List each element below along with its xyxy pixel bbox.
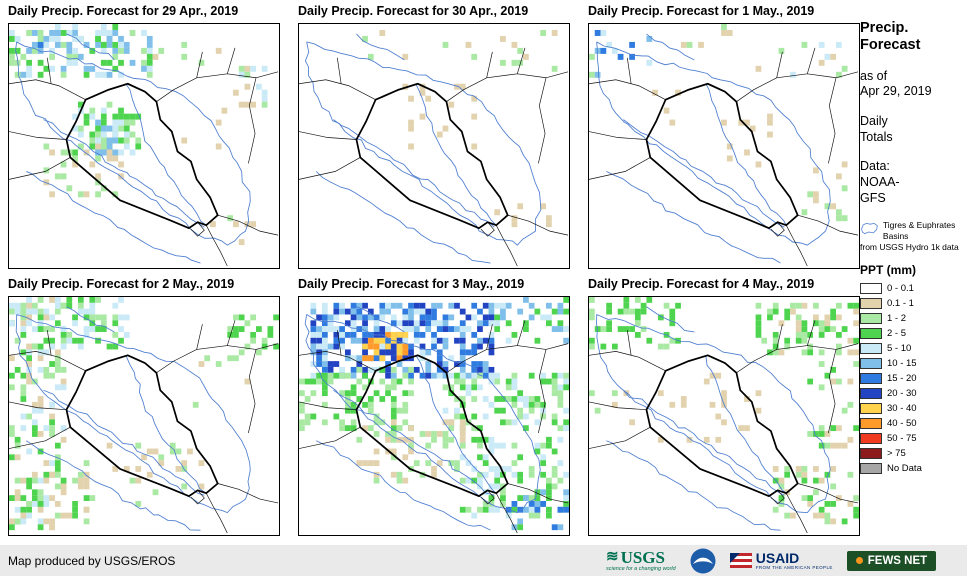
legend-label: 20 - 30 bbox=[887, 387, 917, 399]
legend-swatch bbox=[860, 372, 882, 384]
legend-swatch bbox=[860, 312, 882, 324]
footer-logos: ≋ USGS science for a changing world USAI… bbox=[606, 545, 937, 576]
legend-label: 0 - 0.1 bbox=[887, 282, 914, 294]
legend-label: No Data bbox=[887, 462, 922, 474]
precip-map bbox=[588, 296, 860, 536]
panel-title: Daily Precip. Forecast for 4 May., 2019 bbox=[588, 277, 815, 291]
sidebar-title: Precip. Forecast bbox=[860, 20, 962, 55]
panel-title: Daily Precip. Forecast for 2 May., 2019 bbox=[8, 277, 235, 291]
panel-forecast-6: Daily Precip. Forecast for 4 May., 2019 bbox=[588, 277, 860, 536]
data-source-block: Data: NOAA- GFS bbox=[860, 159, 962, 206]
panel-title: Daily Precip. Forecast for 3 May., 2019 bbox=[298, 277, 525, 291]
precip-map bbox=[8, 23, 280, 269]
asof-block: as of Apr 29, 2019 bbox=[860, 69, 962, 100]
legend-swatch bbox=[860, 387, 882, 399]
legend-row: 1 - 2 bbox=[860, 312, 962, 324]
precip-map bbox=[298, 296, 570, 536]
legend-label: 15 - 20 bbox=[887, 372, 917, 384]
fewsnet-logo-text: FEWS NET bbox=[867, 554, 928, 567]
panel-forecast-4: Daily Precip. Forecast for 2 May., 2019 bbox=[8, 277, 280, 536]
legend-swatch bbox=[860, 297, 882, 309]
legend-swatch bbox=[860, 357, 882, 369]
basin-outline-icon bbox=[861, 223, 878, 235]
data-source-line2: GFS bbox=[860, 190, 886, 205]
legend-sidebar: Precip. Forecast as of Apr 29, 2019 Dail… bbox=[860, 20, 962, 477]
legend-row: 30 - 40 bbox=[860, 402, 962, 414]
legend-swatch bbox=[860, 342, 882, 354]
legend-swatch bbox=[860, 447, 882, 459]
legend-label: 5 - 10 bbox=[887, 342, 912, 354]
usgs-logo: ≋ USGS science for a changing world bbox=[606, 549, 676, 573]
legend-label: 2 - 5 bbox=[887, 327, 907, 339]
panel-title: Daily Precip. Forecast for 29 Apr., 2019 bbox=[8, 4, 239, 18]
precip-map bbox=[588, 23, 860, 269]
basin-note-text-2: from USGS Hydro 1k data bbox=[860, 242, 959, 253]
legend-swatch bbox=[860, 327, 882, 339]
data-source-label: Data: bbox=[860, 159, 890, 174]
legend-row: 15 - 20 bbox=[860, 372, 962, 384]
legend-row: 2 - 5 bbox=[860, 327, 962, 339]
legend-swatch bbox=[860, 432, 882, 444]
asof-date: Apr 29, 2019 bbox=[860, 84, 932, 99]
legend-row: 40 - 50 bbox=[860, 417, 962, 429]
panel-forecast-2: Daily Precip. Forecast for 30 Apr., 2019 bbox=[298, 4, 570, 269]
legend-label: 10 - 15 bbox=[887, 357, 917, 369]
panel-forecast-3: Daily Precip. Forecast for 1 May., 2019 bbox=[588, 4, 860, 269]
totals-line2: Totals bbox=[860, 129, 893, 144]
legend-swatch bbox=[860, 462, 882, 474]
panel-forecast-5: Daily Precip. Forecast for 3 May., 2019 bbox=[298, 277, 570, 536]
legend-swatch bbox=[860, 417, 882, 429]
legend-row: 50 - 75 bbox=[860, 432, 962, 444]
panel-forecast-1: Daily Precip. Forecast for 29 Apr., 2019 bbox=[8, 4, 280, 269]
totals-block: Daily Totals bbox=[860, 114, 962, 145]
usgs-waves-icon: ≋ bbox=[606, 548, 619, 565]
asof-label: as of bbox=[860, 68, 888, 83]
usgs-tagline: science for a changing world bbox=[606, 565, 676, 572]
sidebar-title-line1: Precip. bbox=[860, 20, 909, 36]
usaid-tagline: FROM THE AMERICAN PEOPLE bbox=[755, 564, 833, 570]
usgs-logo-text: USGS bbox=[620, 547, 665, 567]
legend-title: PPT (mm) bbox=[860, 263, 917, 278]
usaid-logo-text: USAID bbox=[755, 549, 800, 566]
legend-label: 50 - 75 bbox=[887, 432, 917, 444]
legend-row: No Data bbox=[860, 462, 962, 474]
legend-row: 0.1 - 1 bbox=[860, 297, 962, 309]
legend-row: 0 - 0.1 bbox=[860, 282, 962, 294]
fewsnet-globe-icon bbox=[855, 557, 863, 564]
legend-label: 0.1 - 1 bbox=[887, 297, 914, 309]
legend-label: 40 - 50 bbox=[887, 417, 917, 429]
fewsnet-logo: FEWS NET bbox=[846, 550, 937, 571]
legend-label: 30 - 40 bbox=[887, 402, 917, 414]
legend-swatch bbox=[860, 402, 882, 414]
panel-title: Daily Precip. Forecast for 30 Apr., 2019 bbox=[298, 4, 529, 18]
map-credit-text: Map produced by USGS/EROS bbox=[8, 553, 176, 568]
totals-line1: Daily bbox=[860, 114, 888, 129]
basin-note: Tigres & Euphrates Basins bbox=[860, 220, 962, 241]
legend-row: 5 - 10 bbox=[860, 342, 962, 354]
sidebar-title-line2: Forecast bbox=[860, 37, 921, 54]
panel-title: Daily Precip. Forecast for 1 May., 2019 bbox=[588, 4, 815, 18]
precip-map bbox=[8, 296, 280, 536]
data-source-line1: NOAA- bbox=[860, 174, 900, 189]
legend-label: > 75 bbox=[887, 447, 906, 459]
legend-row: 20 - 30 bbox=[860, 387, 962, 399]
legend: 0 - 0.1 0.1 - 1 1 - 2 2 - 5 5 - 10 10 - 15 15 … bbox=[860, 282, 962, 474]
legend-row: > 75 bbox=[860, 447, 962, 459]
footer-bar: Map produced by USGS/EROS ≋ USGS science… bbox=[0, 545, 967, 576]
usaid-flag-icon bbox=[729, 553, 752, 568]
legend-swatch bbox=[860, 282, 882, 294]
noaa-logo bbox=[690, 548, 716, 573]
usaid-logo: USAID FROM THE AMERICAN PEOPLE bbox=[729, 549, 833, 571]
legend-row: 10 - 15 bbox=[860, 357, 962, 369]
basin-note-text-1: Tigres & Euphrates Basins bbox=[882, 220, 956, 241]
precip-map bbox=[298, 23, 570, 269]
legend-label: 1 - 2 bbox=[887, 312, 907, 324]
